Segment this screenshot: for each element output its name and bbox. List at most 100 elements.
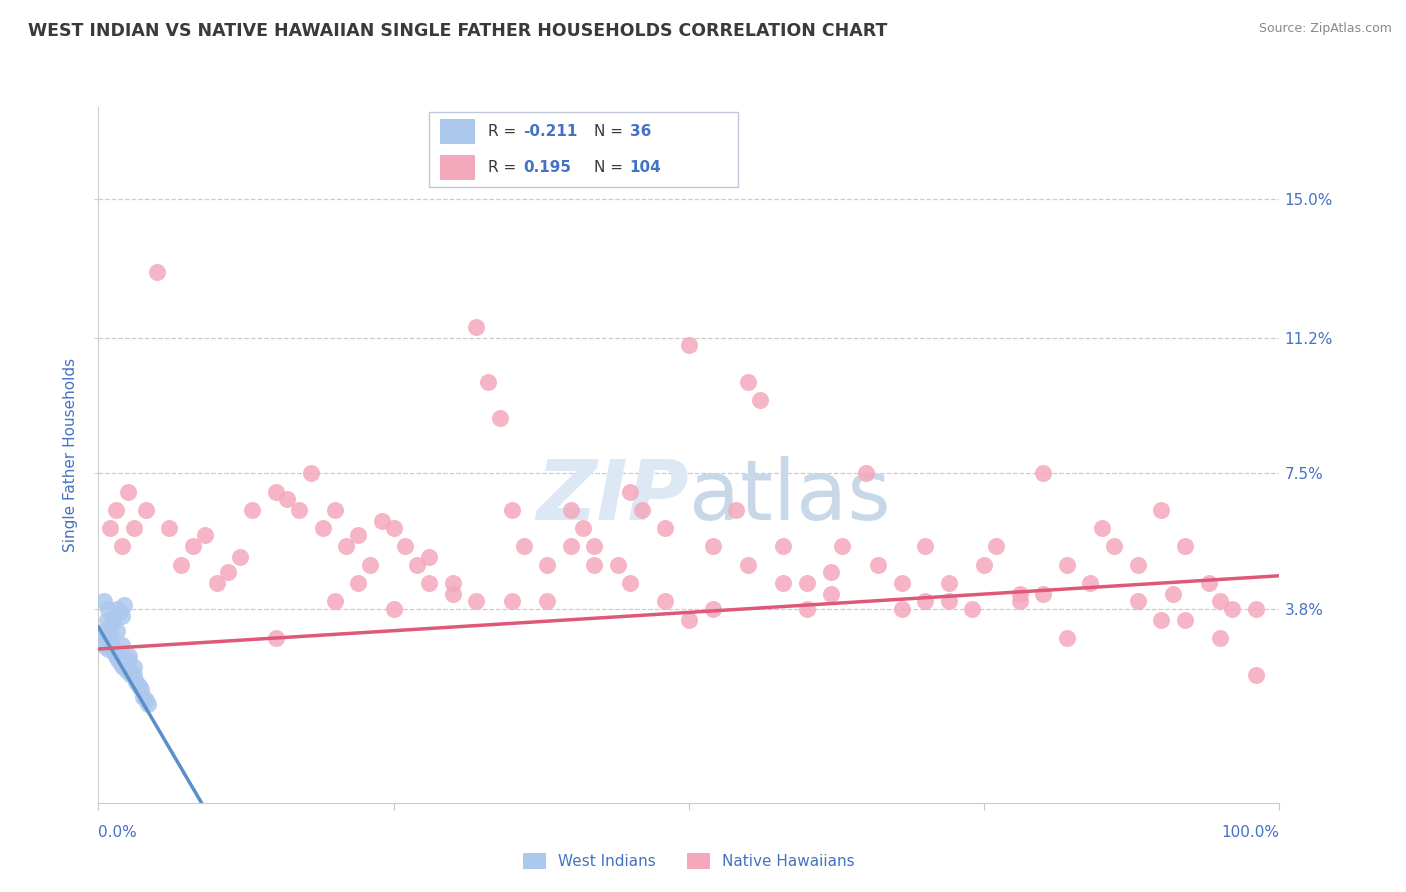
Point	[122, 521, 145, 535]
Point	[136, 697, 159, 711]
Text: atlas: atlas	[689, 456, 890, 537]
Point	[1056, 558, 1078, 572]
Point	[157, 521, 180, 535]
Point	[97, 642, 120, 657]
Point	[796, 601, 818, 615]
Point	[1198, 576, 1220, 591]
Point	[132, 690, 155, 704]
Point	[181, 540, 204, 554]
Point	[323, 503, 346, 517]
Point	[108, 606, 131, 620]
Point	[98, 620, 121, 634]
Text: N =: N =	[595, 161, 628, 175]
Point	[418, 550, 440, 565]
Point	[890, 601, 912, 615]
Point	[229, 550, 252, 565]
Point	[107, 653, 129, 667]
Point	[973, 558, 995, 572]
Point	[382, 521, 405, 535]
Point	[654, 521, 676, 535]
Point	[619, 484, 641, 499]
Text: 0.0%: 0.0%	[98, 825, 138, 840]
Point	[299, 467, 322, 481]
Point	[938, 594, 960, 608]
Point	[1244, 667, 1267, 681]
Point	[122, 667, 145, 681]
Point	[938, 576, 960, 591]
Point	[512, 540, 534, 554]
Point	[112, 660, 135, 674]
Point	[406, 558, 429, 572]
Point	[1174, 540, 1197, 554]
Point	[98, 521, 121, 535]
Point	[748, 392, 770, 407]
Point	[100, 634, 122, 648]
Point	[1220, 601, 1243, 615]
Text: 0.195: 0.195	[523, 161, 571, 175]
Point	[194, 528, 217, 542]
Text: WEST INDIAN VS NATIVE HAWAIIAN SINGLE FATHER HOUSEHOLDS CORRELATION CHART: WEST INDIAN VS NATIVE HAWAIIAN SINGLE FA…	[28, 22, 887, 40]
Point	[128, 679, 150, 693]
Point	[583, 540, 606, 554]
Point	[1126, 558, 1149, 572]
Point	[111, 638, 134, 652]
Point	[583, 558, 606, 572]
Point	[105, 649, 128, 664]
Point	[1102, 540, 1125, 554]
Point	[866, 558, 889, 572]
Point	[288, 503, 311, 517]
Point	[117, 653, 139, 667]
Text: R =: R =	[488, 124, 522, 138]
Point	[737, 558, 759, 572]
Point	[619, 576, 641, 591]
Point	[560, 540, 582, 554]
Point	[276, 491, 298, 506]
Point	[135, 503, 157, 517]
Point	[117, 484, 139, 499]
Point	[1161, 587, 1184, 601]
Point	[382, 601, 405, 615]
Point	[1209, 631, 1232, 645]
Point	[702, 540, 724, 554]
Point	[122, 660, 145, 674]
Point	[820, 587, 842, 601]
Text: ZIP: ZIP	[536, 456, 689, 537]
Text: 100.0%: 100.0%	[1222, 825, 1279, 840]
Point	[359, 558, 381, 572]
Point	[820, 565, 842, 579]
Point	[702, 601, 724, 615]
Point	[465, 319, 488, 334]
Point	[112, 598, 135, 612]
Point	[418, 576, 440, 591]
Point	[312, 521, 335, 535]
Point	[441, 587, 464, 601]
Point	[914, 594, 936, 608]
Point	[962, 601, 984, 615]
Point	[347, 576, 370, 591]
Point	[103, 646, 125, 660]
Point	[105, 503, 128, 517]
Point	[105, 624, 128, 638]
Point	[772, 576, 794, 591]
Point	[96, 613, 118, 627]
Point	[737, 375, 759, 389]
Point	[1008, 587, 1031, 601]
Point	[607, 558, 630, 572]
Point	[110, 657, 132, 671]
Point	[115, 664, 138, 678]
Point	[105, 601, 128, 615]
Point	[335, 540, 357, 554]
FancyBboxPatch shape	[429, 112, 738, 187]
Legend: West Indians, Native Hawaiians: West Indians, Native Hawaiians	[517, 847, 860, 875]
Point	[1032, 467, 1054, 481]
Point	[264, 631, 287, 645]
Point	[98, 627, 121, 641]
Point	[371, 514, 394, 528]
Point	[101, 616, 124, 631]
Point	[121, 667, 143, 681]
Point	[831, 540, 853, 554]
Point	[135, 693, 157, 707]
Text: -0.211: -0.211	[523, 124, 578, 138]
Point	[1174, 613, 1197, 627]
Point	[323, 594, 346, 608]
